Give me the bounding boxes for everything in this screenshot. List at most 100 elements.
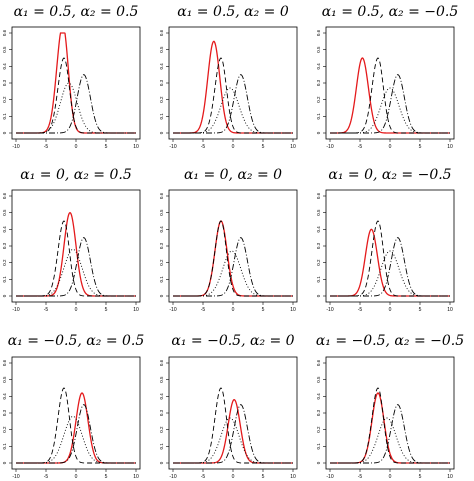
series-line-solid (16, 32, 136, 134)
y-tick-label: 0.6 (2, 359, 7, 366)
y-tick-label: 0 (159, 461, 164, 464)
y-tick-label: 0.3 (159, 409, 164, 416)
y-tick-label: 0.2 (2, 426, 7, 433)
series-line-dotdash (330, 404, 450, 464)
x-tick-label: 10 (447, 307, 453, 313)
x-tick-label: 10 (133, 474, 139, 480)
x-tick-label: 5 (105, 144, 108, 150)
x-tick-label: 5 (262, 144, 265, 150)
y-tick-label: 0.2 (2, 259, 7, 266)
x-tick-label: -5 (44, 307, 49, 313)
series-line-dotted (173, 250, 293, 297)
series-line-solid (330, 228, 450, 297)
y-tick-label: 0.6 (2, 29, 7, 36)
x-tick-label: 0 (232, 307, 235, 313)
y-tick-label: 0.1 (159, 276, 164, 283)
series-line-dotdash (16, 404, 136, 464)
x-tick-label: 5 (419, 144, 422, 150)
x-tick-label: 5 (105, 307, 108, 313)
y-tick-label: 0.6 (316, 192, 321, 199)
chart-panel: α₁ = −0.5, α₂ = 0.5 -10 -5 0 5 10 0 0.1 0.2 0.3 0.… (2, 333, 144, 480)
y-tick-label: 0.3 (316, 79, 321, 86)
plot-frame (325, 189, 455, 303)
y-tick-label: 0.3 (2, 79, 7, 86)
y-tick-label: 0 (159, 131, 164, 134)
series-line-solid (330, 57, 450, 134)
y-tick-label: 0.6 (159, 359, 164, 366)
x-tick-label: 10 (133, 307, 139, 313)
y-tick-label: 0.2 (316, 96, 321, 103)
chart-panel: α₁ = 0, α₂ = 0 -10 -5 0 5 10 0 0.1 0.2 0.3 0.4 0.5 0… (159, 167, 298, 313)
y-tick-label: 0.5 (159, 376, 164, 383)
y-tick-label: 0.1 (316, 443, 321, 450)
series-line-dashed (173, 387, 293, 464)
series-line-dotted (16, 82, 136, 134)
y-tick-label: 0.2 (316, 259, 321, 266)
series-line-dashed (16, 387, 136, 464)
y-tick-label: 0.4 (2, 393, 7, 400)
series-line-solid (173, 220, 293, 297)
x-tick-label: 5 (419, 307, 422, 313)
y-tick-label: 0 (2, 294, 7, 297)
x-tick-label: 10 (447, 474, 453, 480)
series-line-dotdash (173, 74, 293, 134)
panel-title: α₁ = 0.5, α₂ = 0.5 (14, 4, 139, 20)
y-tick-label: 0.3 (2, 242, 7, 249)
y-tick-label: 0.1 (159, 113, 164, 120)
y-tick-label: 0.3 (159, 79, 164, 86)
x-tick-label: -10 (12, 144, 19, 150)
y-tick-label: 0.2 (159, 96, 164, 103)
panel-title: α₁ = −0.5, α₂ = 0.5 (8, 333, 145, 349)
y-tick-label: 0.2 (159, 426, 164, 433)
y-tick-label: 0 (316, 131, 321, 134)
plot-frame (168, 356, 298, 470)
x-tick-label: 0 (232, 144, 235, 150)
series-line-dotdash (330, 74, 450, 134)
y-tick-label: 0.4 (316, 393, 321, 400)
panel-title: α₁ = 0.5, α₂ = −0.5 (322, 4, 459, 20)
y-tick-label: 0.5 (2, 46, 7, 53)
y-tick-label: 0 (2, 461, 7, 464)
chart-panel: α₁ = −0.5, α₂ = −0.5 -10 -5 0 5 10 0 0.1 0.2 0.3 0… (316, 333, 464, 480)
plot-frame (325, 26, 455, 140)
y-tick-label: 0.1 (2, 113, 7, 120)
y-tick-label: 0.3 (316, 242, 321, 249)
panel-title: α₁ = −0.5, α₂ = 0 (171, 333, 294, 349)
x-tick-label: 0 (75, 474, 78, 480)
x-tick-label: -10 (169, 307, 176, 313)
x-tick-label: -10 (169, 474, 176, 480)
series-line-dotted (330, 87, 450, 134)
x-tick-label: -5 (201, 144, 206, 150)
chart-panel: α₁ = 0.5, α₂ = 0.5 -10 -5 0 5 10 0 0.1 0.2 0.3 0.4… (2, 4, 141, 150)
series-line-dotdash (330, 237, 450, 297)
y-tick-label: 0.6 (2, 192, 7, 199)
series-line-dotted (330, 250, 450, 297)
y-tick-label: 0.5 (2, 376, 7, 383)
y-tick-label: 0.5 (316, 46, 321, 53)
series-line-solid (173, 399, 293, 464)
series-line-dotdash (16, 74, 136, 134)
x-tick-label: -5 (358, 474, 363, 480)
series-line-dotted (16, 415, 136, 464)
x-tick-label: -5 (201, 307, 206, 313)
series-line-solid (173, 40, 293, 134)
x-tick-label: 10 (290, 144, 296, 150)
x-tick-label: -5 (201, 474, 206, 480)
x-tick-label: -5 (358, 144, 363, 150)
y-tick-label: 0.5 (159, 46, 164, 53)
y-tick-label: 0.2 (316, 426, 321, 433)
y-tick-label: 0.4 (159, 393, 164, 400)
y-tick-label: 0.5 (159, 209, 164, 216)
y-tick-label: 0.4 (2, 63, 7, 70)
series-line-dotdash (173, 237, 293, 297)
series-line-dashed (16, 220, 136, 297)
x-tick-label: 5 (419, 474, 422, 480)
series-line-dashed (16, 57, 136, 134)
y-tick-label: 0.5 (2, 209, 7, 216)
panel-title: α₁ = 0, α₂ = 0 (184, 167, 282, 183)
chart-panel: α₁ = −0.5, α₂ = 0 -10 -5 0 5 10 0 0.1 0.2 0.3 0.4 0… (159, 333, 298, 480)
x-tick-label: 10 (447, 144, 453, 150)
x-tick-label: -5 (44, 144, 49, 150)
plot-frame (11, 356, 141, 470)
x-tick-label: -5 (44, 474, 49, 480)
